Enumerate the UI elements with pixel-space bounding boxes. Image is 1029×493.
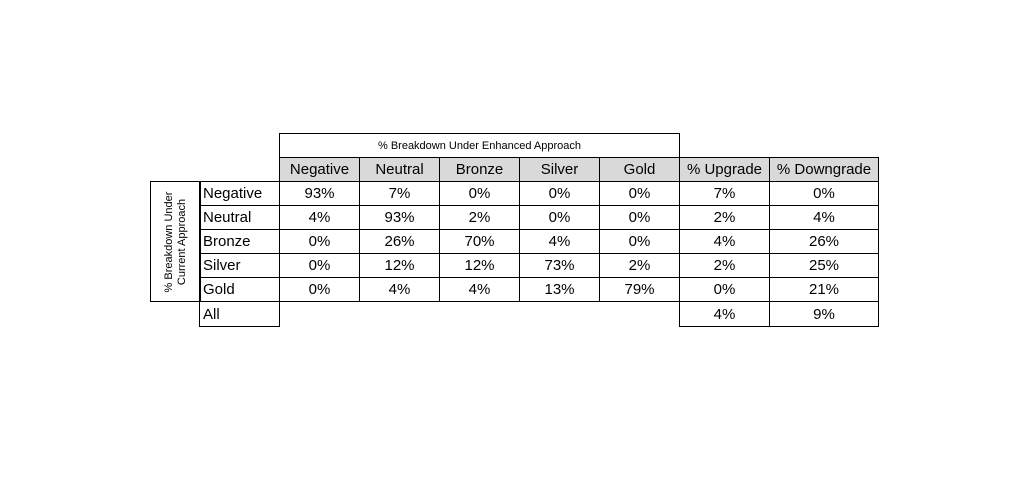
cell: 2%	[679, 205, 770, 230]
row-group-header: % Breakdown Under Current Approach	[162, 191, 188, 292]
cell: 9%	[769, 301, 879, 327]
cell: 4%	[769, 205, 879, 230]
cell: 2%	[439, 205, 520, 230]
cell: 4%	[679, 301, 770, 327]
cell: 12%	[359, 253, 440, 278]
column-header: Bronze	[439, 157, 520, 182]
cell: 93%	[279, 181, 360, 206]
cell: 4%	[439, 277, 520, 302]
cell: 25%	[769, 253, 879, 278]
column-group-header: % Breakdown Under Enhanced Approach	[279, 133, 680, 158]
row-group-box: % Breakdown Under Current Approach	[150, 181, 201, 302]
column-header: % Downgrade	[769, 157, 879, 182]
row-header: Gold	[199, 277, 280, 302]
column-header: Neutral	[359, 157, 440, 182]
cell: 4%	[279, 205, 360, 230]
cell: 4%	[519, 229, 600, 254]
row-header: Negative	[199, 181, 280, 206]
cell: 0%	[599, 205, 680, 230]
cell: 12%	[439, 253, 520, 278]
cell: 2%	[599, 253, 680, 278]
column-header: % Upgrade	[679, 157, 770, 182]
cell: 0%	[279, 253, 360, 278]
column-header: Gold	[599, 157, 680, 182]
cell: 0%	[679, 277, 770, 302]
cell: 4%	[359, 277, 440, 302]
row-header: All	[199, 301, 280, 327]
column-header: Negative	[279, 157, 360, 182]
cell: 70%	[439, 229, 520, 254]
cell: 79%	[599, 277, 680, 302]
cell: 4%	[679, 229, 770, 254]
cell: 0%	[769, 181, 879, 206]
cell: 2%	[679, 253, 770, 278]
cell: 93%	[359, 205, 440, 230]
cell: 73%	[519, 253, 600, 278]
cell: 0%	[599, 181, 680, 206]
row-header: Neutral	[199, 205, 280, 230]
cell: 21%	[769, 277, 879, 302]
column-header: Silver	[519, 157, 600, 182]
row-header: Silver	[199, 253, 280, 278]
cell: 26%	[769, 229, 879, 254]
cell: 0%	[519, 181, 600, 206]
cell: 0%	[439, 181, 520, 206]
row-header: Bronze	[199, 229, 280, 254]
cell: 13%	[519, 277, 600, 302]
cell: 7%	[359, 181, 440, 206]
cell: 26%	[359, 229, 440, 254]
cell: 0%	[279, 229, 360, 254]
cell: 0%	[519, 205, 600, 230]
cell: 7%	[679, 181, 770, 206]
cell: 0%	[279, 277, 360, 302]
cell: 0%	[599, 229, 680, 254]
